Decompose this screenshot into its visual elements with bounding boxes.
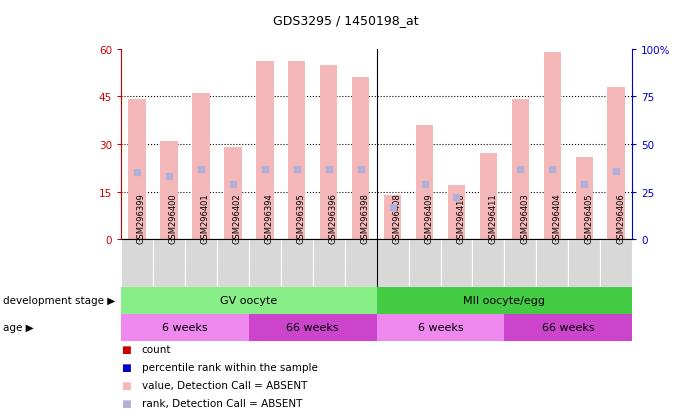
Point (227, 181, 238, 188)
Bar (377, 240, 408, 287)
Text: count: count (142, 344, 171, 354)
Bar (607, 88, 625, 240)
Text: 6 weeks: 6 weeks (162, 322, 208, 332)
Text: percentile rank within the sample: percentile rank within the sample (142, 362, 318, 372)
Point (131, 170, 142, 176)
Bar (192, 94, 209, 240)
Bar (352, 78, 370, 240)
Bar (511, 100, 529, 240)
Bar (312, 240, 345, 287)
Text: GSM296395: GSM296395 (296, 193, 305, 243)
Bar (480, 154, 498, 240)
Point (163, 173, 174, 180)
Text: development stage ▶: development stage ▶ (3, 295, 115, 306)
Point (387, 204, 398, 211)
Bar (448, 186, 465, 240)
Text: ■: ■ (121, 344, 131, 354)
Point (419, 181, 430, 188)
Point (323, 166, 334, 173)
Bar (568, 240, 600, 287)
Bar (504, 314, 632, 341)
Bar (544, 53, 561, 240)
Text: 66 weeks: 66 weeks (286, 322, 339, 332)
Bar (128, 100, 146, 240)
Bar (504, 240, 536, 287)
Bar (153, 240, 184, 287)
Text: rank, Detection Call = ABSENT: rank, Detection Call = ABSENT (142, 399, 302, 408)
Point (259, 166, 270, 173)
Text: GSM296399: GSM296399 (137, 193, 146, 243)
Text: GV oocyte: GV oocyte (220, 295, 277, 306)
Text: GDS3295 / 1450198_at: GDS3295 / 1450198_at (273, 14, 418, 27)
Bar (384, 195, 401, 240)
Text: GSM296408: GSM296408 (392, 193, 401, 243)
Bar (416, 126, 433, 240)
Point (196, 166, 207, 173)
Text: ■: ■ (121, 362, 131, 372)
Bar (249, 240, 281, 287)
Text: GSM296405: GSM296405 (585, 193, 594, 243)
Bar (536, 240, 568, 287)
Text: GSM296398: GSM296398 (361, 192, 370, 243)
Text: GSM296396: GSM296396 (329, 192, 338, 243)
Bar (377, 287, 632, 314)
Bar (377, 314, 504, 341)
Bar (121, 287, 377, 314)
Bar (600, 240, 632, 287)
Text: 66 weeks: 66 weeks (542, 322, 595, 332)
Point (355, 166, 366, 173)
Text: GSM296406: GSM296406 (616, 193, 625, 243)
Text: GSM296394: GSM296394 (265, 193, 274, 243)
Point (579, 181, 590, 188)
Text: GSM296411: GSM296411 (489, 193, 498, 243)
Bar (473, 240, 504, 287)
Bar (408, 240, 440, 287)
Text: ■: ■ (121, 380, 131, 390)
Point (611, 168, 622, 174)
Bar (121, 314, 249, 341)
Text: GSM296410: GSM296410 (457, 193, 466, 243)
Text: GSM296400: GSM296400 (169, 193, 178, 243)
Bar (576, 157, 593, 240)
Point (547, 166, 558, 173)
Bar (249, 314, 377, 341)
Point (515, 166, 526, 173)
Bar (184, 240, 217, 287)
Bar (320, 65, 337, 240)
Text: GSM296404: GSM296404 (552, 193, 561, 243)
Bar (224, 148, 242, 240)
Text: GSM296402: GSM296402 (233, 193, 242, 243)
Point (451, 195, 462, 201)
Bar (440, 240, 473, 287)
Text: age ▶: age ▶ (3, 322, 34, 332)
Bar (281, 240, 312, 287)
Bar (160, 141, 178, 240)
Bar (345, 240, 377, 287)
Text: ■: ■ (121, 399, 131, 408)
Bar (121, 240, 153, 287)
Text: 6 weeks: 6 weeks (417, 322, 464, 332)
Text: MII oocyte/egg: MII oocyte/egg (464, 295, 545, 306)
Text: GSM296401: GSM296401 (201, 193, 210, 243)
Point (291, 166, 302, 173)
Text: GSM296403: GSM296403 (520, 193, 529, 243)
Bar (217, 240, 249, 287)
Bar (288, 62, 305, 240)
Bar (256, 62, 274, 240)
Text: GSM296409: GSM296409 (424, 193, 433, 243)
Text: value, Detection Call = ABSENT: value, Detection Call = ABSENT (142, 380, 307, 390)
